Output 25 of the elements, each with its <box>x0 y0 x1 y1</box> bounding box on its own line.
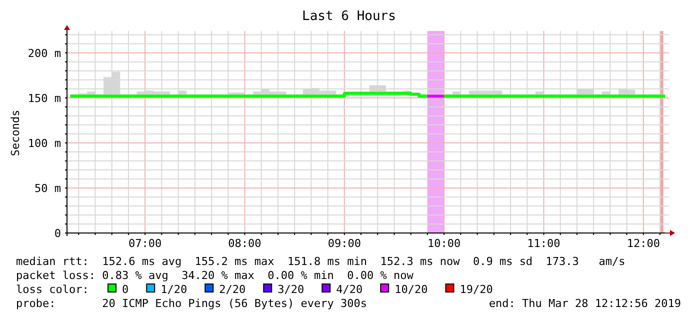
legend-label: 1/20 <box>160 283 188 296</box>
text: packet loss: 0.83 % avg 34.20 % max 0.00 % min 0.00 % now <box>16 269 414 282</box>
text: probe: 20 ICMP Echo Pings (56 Bytes) every 300s <box>16 297 367 310</box>
y-tick-label: 0 <box>54 227 61 240</box>
y-tick-label: 50 m <box>34 182 62 195</box>
y-tick-label: 100 m <box>28 136 62 150</box>
y-tick-label: 200 m <box>28 46 62 60</box>
legend-label: 19/20 <box>460 283 493 296</box>
x-tick-label: 07:00 <box>128 237 162 250</box>
x-tick-label: 08:00 <box>228 237 262 250</box>
legend-label: 0 <box>122 283 129 296</box>
legend-label: 2/20 <box>219 283 246 296</box>
x-tick-label: 10:00 <box>428 237 461 250</box>
legend-label: 4/20 <box>336 283 363 296</box>
legend-title: loss color: <box>16 283 89 296</box>
chart-title: Last 6 Hours <box>302 9 396 24</box>
x-tick-label: 12:00 <box>626 237 660 250</box>
legend-label: 10/20 <box>394 283 428 296</box>
text: end: Thu Mar 28 12:12:56 2019 <box>488 297 681 310</box>
x-tick-label: 09:00 <box>328 237 361 250</box>
y-axis-title: Seconds <box>9 110 22 156</box>
legend-label: 3/20 <box>278 283 304 296</box>
text: median rtt: 152.6 ms avg 155.2 ms max 151.8 ms min 152.3 ms now 0.9 ms sd 173.3 am/s <box>16 255 626 268</box>
x-tick-label: 11:00 <box>527 237 560 250</box>
y-tick-label: 150 m <box>28 92 62 105</box>
